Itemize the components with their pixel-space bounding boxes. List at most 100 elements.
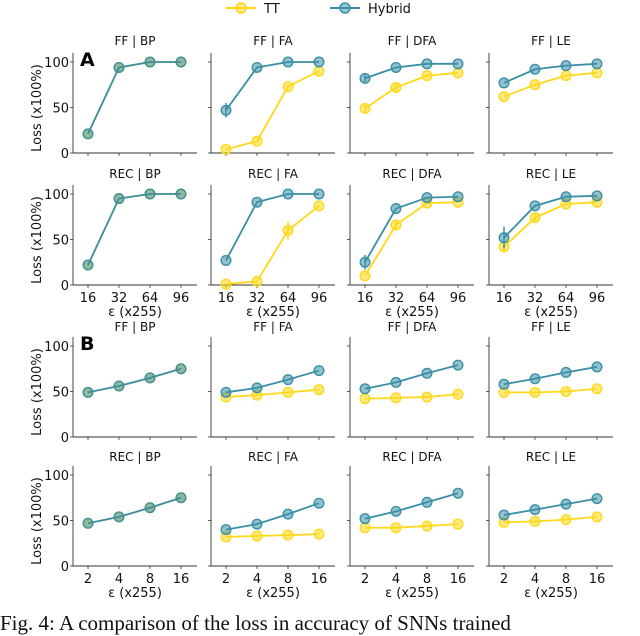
subplot-title: REC | LE <box>526 167 576 181</box>
x-tick-label: 32 <box>249 291 266 306</box>
x-tick-label: 16 <box>450 572 467 587</box>
data-point-hybrid <box>390 203 402 215</box>
data-point-tt <box>591 511 603 523</box>
subplot-B-ff-dfa: FF | DFA <box>347 320 474 440</box>
data-point-hybrid <box>452 487 464 499</box>
series-line-hybrid <box>225 369 320 394</box>
data-point-tt <box>452 518 464 530</box>
subplot-title: REC | BP <box>109 167 160 181</box>
data-point-hybrid <box>313 365 325 377</box>
x-tick-label: 32 <box>111 291 128 306</box>
x-axis-label: ε (x255) <box>524 305 578 320</box>
series-line-hybrid <box>87 193 181 266</box>
x-tick-label: 16 <box>173 572 190 587</box>
data-point-hybrid <box>529 504 541 516</box>
subplot-A-rec-fa: REC | FA 16 32 64 96 ε (x255) <box>208 167 335 320</box>
data-point-hybrid <box>282 508 294 520</box>
subplot-title: FF | FA <box>253 34 293 48</box>
y-axis-label: Loss (x100%) <box>30 196 45 284</box>
series-line-tt <box>87 193 181 266</box>
panel-label: A <box>80 49 95 71</box>
data-point-tt <box>529 212 541 224</box>
x-tick-label: 8 <box>562 572 570 587</box>
data-point-tt <box>390 522 402 534</box>
data-point-tt <box>282 529 294 541</box>
data-point-hybrid <box>560 60 572 72</box>
y-tick-label: 0 <box>61 431 69 446</box>
data-point-tt <box>529 386 541 398</box>
data-point-hybrid <box>421 496 433 508</box>
data-point-hybrid <box>591 493 603 505</box>
series-line-hybrid <box>503 497 598 516</box>
data-point-hybrid <box>498 509 510 521</box>
data-point-tt <box>359 393 371 405</box>
data-point-hybrid <box>144 56 156 68</box>
y-tick-label: 50 <box>52 234 69 249</box>
data-point-hybrid <box>560 366 572 378</box>
data-point-tt <box>421 520 433 532</box>
x-tick-label: 32 <box>388 291 405 306</box>
data-point-tt <box>452 67 464 79</box>
data-point-tt <box>251 135 263 147</box>
data-point-hybrid <box>282 188 294 200</box>
series-line-tt <box>504 387 598 394</box>
data-point-hybrid <box>452 58 464 70</box>
data-point-tt <box>313 65 325 77</box>
data-point-hybrid <box>313 188 325 200</box>
series-line-tt <box>225 205 320 285</box>
data-point-hybrid <box>175 492 187 504</box>
x-tick-label: 8 <box>423 572 431 587</box>
data-point-hybrid <box>359 256 371 268</box>
data-point-hybrid <box>282 374 294 386</box>
data-point-tt <box>421 391 433 403</box>
data-point-tt <box>313 384 325 396</box>
series-line-tt <box>87 61 181 135</box>
y-tick-label: 50 <box>52 386 69 401</box>
subplot-A-ff-le: FF | LE <box>486 34 613 156</box>
data-point-hybrid <box>591 58 603 70</box>
legend-label-tt: TT <box>263 2 280 17</box>
subplot-B-rec-bp: REC | BP 0 50 100 2 4 8 16 ε (x255) Loss (x100%) <box>30 450 197 601</box>
data-point-tt <box>359 522 371 534</box>
series-line-hybrid <box>364 62 458 80</box>
subplot-title: FF | BP <box>115 320 156 334</box>
panel-label: B <box>80 333 94 355</box>
subplot-title: FF | DFA <box>388 320 438 334</box>
subplot-title: REC | DFA <box>382 167 442 181</box>
data-point-tt <box>529 515 541 527</box>
x-tick-label: 4 <box>531 572 539 587</box>
data-point-tt <box>591 383 603 395</box>
y-tick-label: 50 <box>52 102 69 117</box>
data-point-tt <box>560 386 572 398</box>
series-line-tt <box>364 72 459 110</box>
data-point-hybrid <box>144 372 156 384</box>
subplot-title: REC | FA <box>248 167 299 181</box>
data-point-tt <box>591 67 603 79</box>
series-line-hybrid <box>364 195 459 263</box>
x-tick-label: 2 <box>84 572 92 587</box>
data-point-tt <box>282 386 294 398</box>
subplot-title: REC | DFA <box>382 450 442 464</box>
x-tick-label: 64 <box>142 291 159 306</box>
data-point-hybrid <box>390 505 402 517</box>
data-point-tt <box>251 530 263 542</box>
data-point-hybrid <box>591 190 603 202</box>
data-point-hybrid <box>313 497 325 509</box>
data-point-hybrid <box>82 259 94 271</box>
data-point-hybrid <box>390 376 402 388</box>
data-point-tt <box>529 79 541 91</box>
series-line-hybrid <box>87 61 181 135</box>
x-axis-label: ε (x255) <box>385 586 439 601</box>
y-tick-label: 100 <box>44 56 69 71</box>
series-line-hybrid <box>364 492 459 520</box>
x-tick-label: 8 <box>146 572 154 587</box>
data-point-tt <box>359 270 371 282</box>
data-point-hybrid <box>251 518 263 530</box>
data-point-tt <box>498 91 510 103</box>
data-point-tt <box>220 143 232 155</box>
series-line-tt <box>365 523 459 529</box>
data-point-hybrid <box>560 191 572 203</box>
data-point-tt <box>313 528 325 540</box>
data-point-tt <box>282 224 294 236</box>
